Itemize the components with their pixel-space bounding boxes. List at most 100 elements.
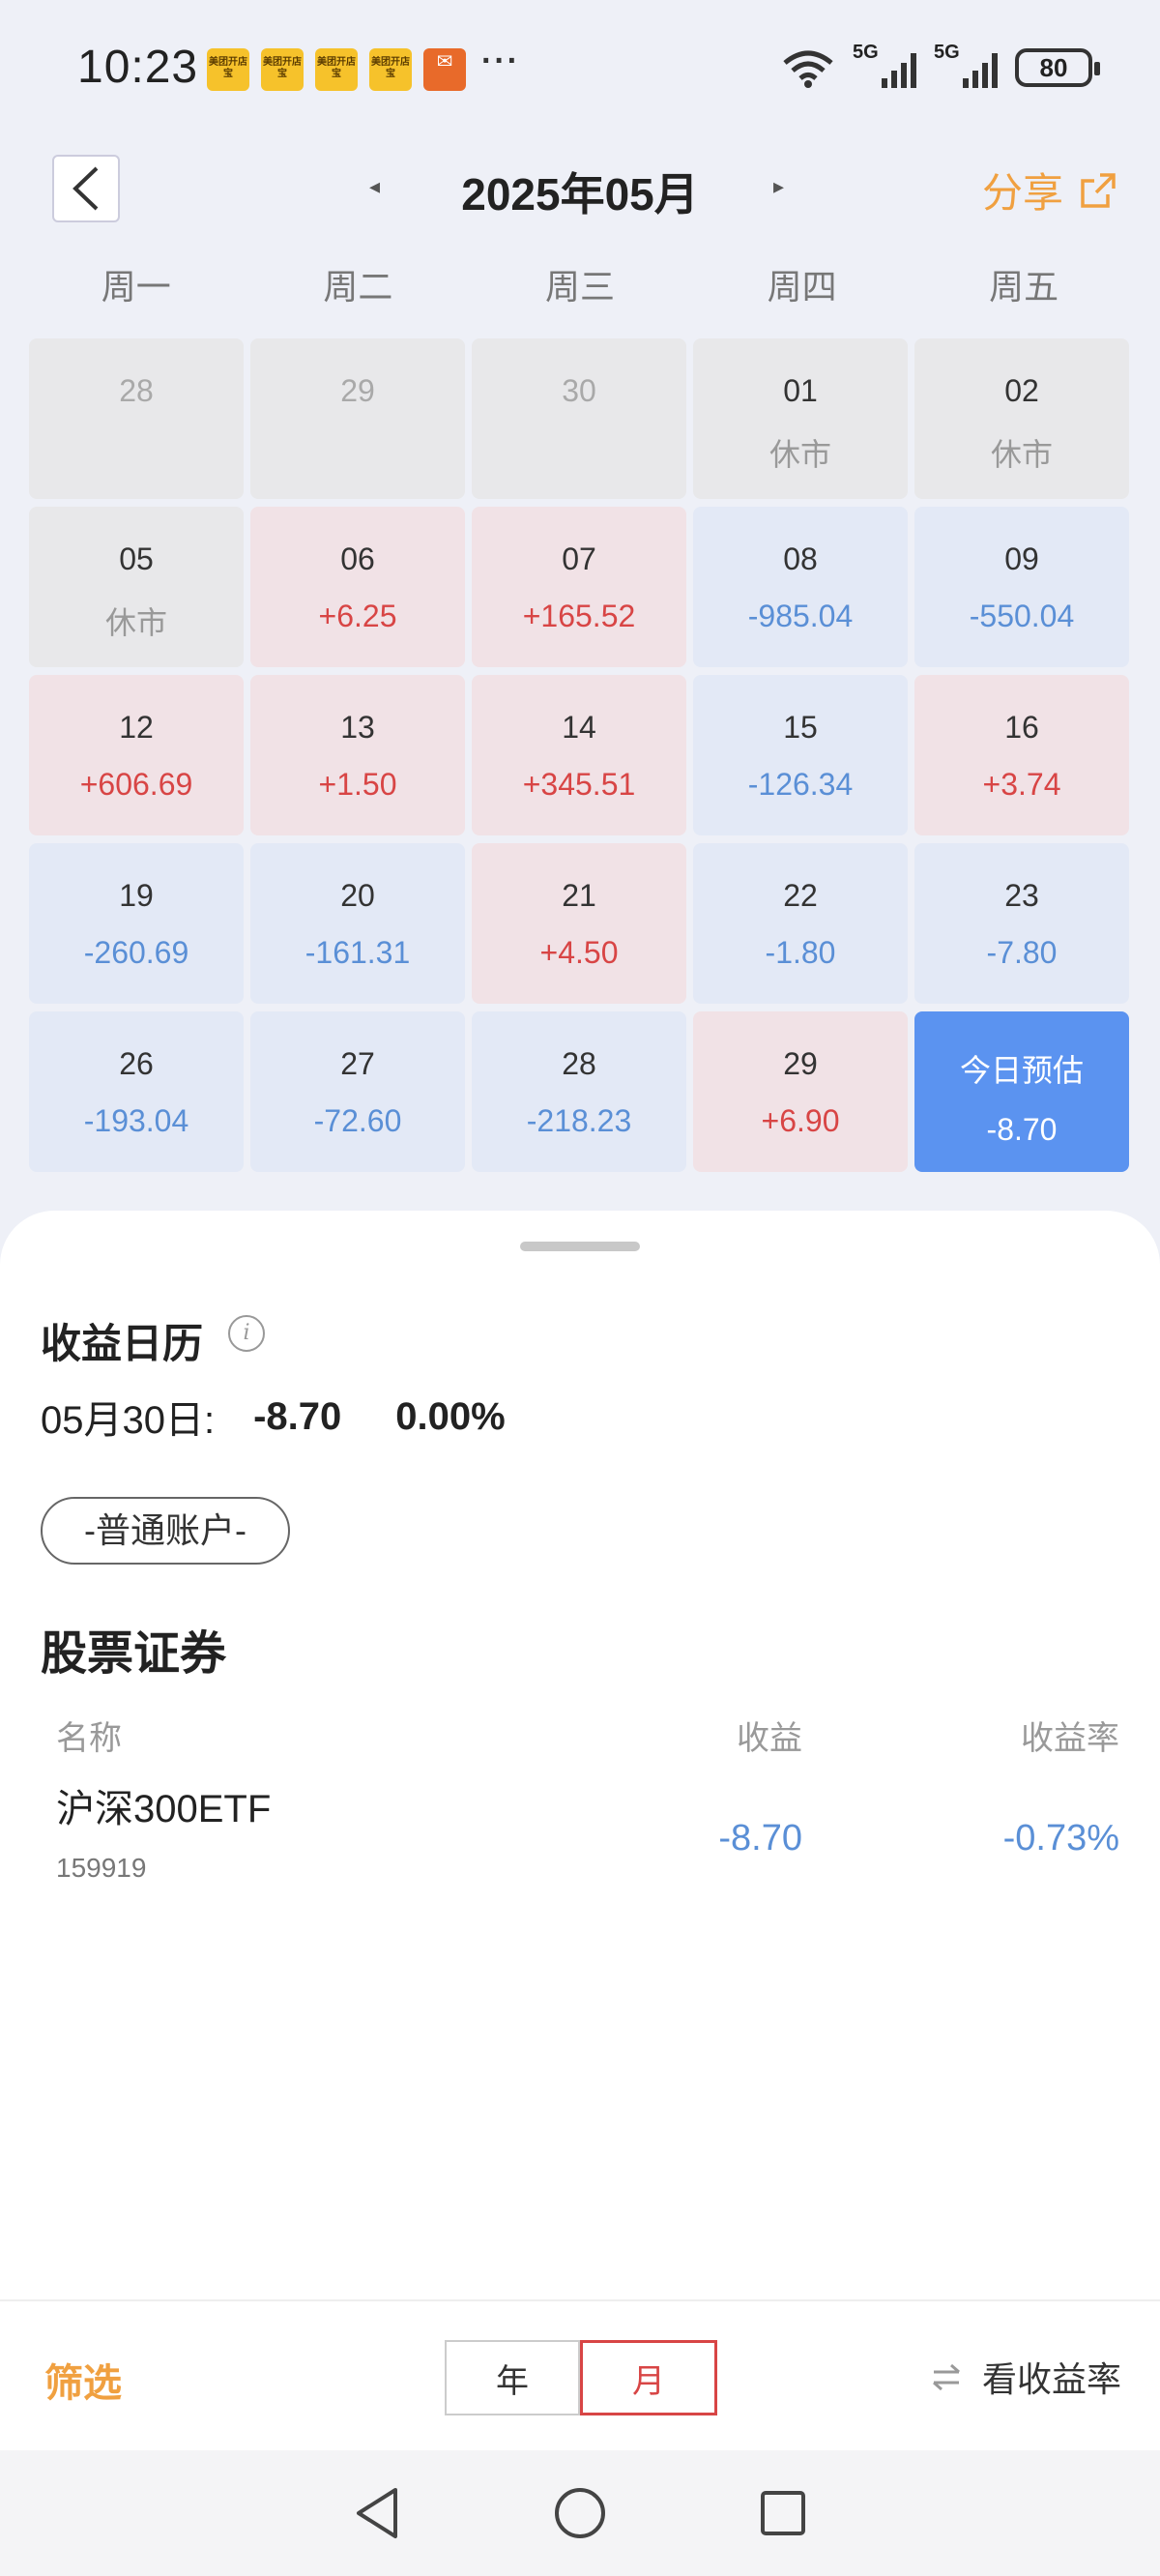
calendar-cell[interactable]: 08 -985.04 (693, 507, 908, 667)
calendar-pnl-value: 休市 (768, 437, 831, 472)
weekday-label: 周一 (101, 267, 171, 307)
calendar-cell[interactable]: 21 +4.50 (472, 843, 686, 1004)
calendar-pnl-value: -7.80 (986, 935, 1058, 970)
info-icon[interactable]: i (228, 1315, 265, 1352)
calendar-day-label: 07 (562, 542, 596, 576)
calendar-day-label: 26 (119, 1046, 154, 1081)
next-month-button[interactable]: ▸ (773, 174, 785, 198)
external-share-icon (1081, 172, 1116, 208)
sheet-drag-handle[interactable] (520, 1242, 640, 1251)
calendar-day-label: 09 (1004, 542, 1039, 576)
square-recents-icon (761, 2491, 805, 2535)
weekday-label: 周二 (323, 267, 393, 307)
meituan-store-icon: 美团开店宝 (315, 48, 358, 91)
share-label: 分享 (981, 170, 1063, 216)
calendar-day-label: 28 (562, 1046, 596, 1081)
calendar-cell[interactable]: 20 -161.31 (250, 843, 465, 1004)
column-header-rate: 收益率 (1021, 1720, 1119, 1757)
view-rate-toggle[interactable]: 看收益率 (930, 2352, 1121, 2402)
status-bar: 10:23 美团开店宝 美团开店宝 美团开店宝 美团开店宝 ✉ ··· 5G 5… (0, 0, 1160, 135)
chevron-left-icon (72, 166, 99, 211)
calendar-cell-today[interactable]: 今日预估 -8.70 (914, 1011, 1129, 1172)
calendar-day-label: 今日预估 (959, 1053, 1084, 1088)
calendar-pnl-value: +3.74 (982, 767, 1061, 802)
calendar-cell[interactable]: 16 +3.74 (914, 675, 1129, 835)
calendar-day-label: 08 (783, 542, 818, 576)
calendar-cell[interactable]: 07 +165.52 (472, 507, 686, 667)
calendar-day-label: 12 (119, 710, 154, 745)
calendar-pnl-value: -126.34 (747, 767, 854, 802)
calendar-cell[interactable]: 15 -126.34 (693, 675, 908, 835)
calendar-cell[interactable]: 30 (472, 338, 686, 499)
calendar-cell[interactable]: 14 +345.51 (472, 675, 686, 835)
calendar-pnl-value: +6.25 (318, 599, 397, 633)
calendar-cell[interactable]: 26 -193.04 (29, 1011, 244, 1172)
segment-year[interactable]: 年 (445, 2340, 580, 2415)
calendar-day-label: 28 (119, 373, 154, 408)
calendar-pnl-value: 休市 (990, 437, 1053, 472)
calendar-pnl-value: -550.04 (969, 599, 1075, 633)
bottom-sheet: 收益日历 i 05月30日: -8.70 0.00% -普通账户- 股票证券 名… (0, 1211, 1160, 2448)
calendar-cell[interactable]: 29 +6.90 (693, 1011, 908, 1172)
meituan-store-icon: 美团开店宝 (207, 48, 249, 91)
wifi-icon (783, 50, 833, 88)
weekday-label: 周三 (544, 267, 615, 307)
summary-date: 05月30日: (41, 1399, 216, 1442)
calendar-day-label: 29 (340, 373, 375, 408)
calendar-pnl-value: -72.60 (313, 1103, 402, 1138)
calendar-cell[interactable]: 01 休市 (693, 338, 908, 499)
daily-summary: 05月30日: -8.70 0.00% (41, 1389, 506, 1445)
month-title: 2025年05月 (461, 169, 699, 220)
calendar-pnl-value: +4.50 (539, 935, 619, 970)
summary-rate: 0.00% (395, 1394, 506, 1438)
back-button[interactable] (52, 155, 120, 222)
stock-code: 159919 (56, 1853, 147, 1883)
weekday-label: 周五 (989, 267, 1059, 307)
nav-recents-button[interactable] (754, 2484, 812, 2542)
calendar-cell[interactable]: 02 休市 (914, 338, 1129, 499)
prev-month-button[interactable]: ◂ (369, 174, 381, 198)
period-segmented-control: 年 月 (445, 2340, 717, 2415)
calendar-cell[interactable]: 22 -1.80 (693, 843, 908, 1004)
calendar-pnl-value: +6.90 (761, 1103, 840, 1138)
signal-icon: 5G (934, 42, 998, 88)
weekday-header: 周一 周二 周三 周四 周五 (29, 259, 1131, 309)
filter-button[interactable]: 筛选 (44, 2362, 122, 2405)
summary-pnl: -8.70 (253, 1394, 342, 1438)
calendar-day-label: 02 (1004, 373, 1039, 408)
calendar-cell[interactable]: 12 +606.69 (29, 675, 244, 835)
calendar-cell[interactable]: 09 -550.04 (914, 507, 1129, 667)
share-button[interactable]: 分享 (982, 161, 1117, 220)
calendar-cell[interactable]: 05 休市 (29, 507, 244, 667)
calendar-cell[interactable]: 19 -260.69 (29, 843, 244, 1004)
calendar-pnl-value: -193.04 (83, 1103, 189, 1138)
calendar-cell[interactable]: 13 +1.50 (250, 675, 465, 835)
nav-back-button[interactable] (348, 2484, 406, 2542)
calendar-cell[interactable]: 29 (250, 338, 465, 499)
calendar-cell[interactable]: 23 -7.80 (914, 843, 1129, 1004)
calendar-day-label: 16 (1004, 710, 1039, 745)
stock-name: 沪深300ETF (56, 1788, 272, 1830)
battery-icon: 80 (1015, 48, 1100, 87)
calendar-pnl-value: -8.70 (986, 1112, 1058, 1147)
calendar-day-label: 30 (562, 373, 596, 408)
calendar-day-label: 13 (340, 710, 375, 745)
calendar-cell[interactable]: 27 -72.60 (250, 1011, 465, 1172)
account-selector[interactable]: -普通账户- (41, 1497, 290, 1565)
calendar-day-label: 06 (340, 542, 375, 576)
status-time: 10:23 (77, 42, 199, 93)
weekday-label: 周四 (767, 267, 837, 307)
swap-icon (932, 2363, 960, 2390)
segment-month[interactable]: 月 (580, 2340, 717, 2415)
red-envelope-icon: ✉ (423, 48, 466, 91)
calendar-cell[interactable]: 28 -218.23 (472, 1011, 686, 1172)
sheet-title: 收益日历 (41, 1321, 204, 1366)
calendar-pnl-value: +1.50 (318, 767, 397, 802)
calendar-pnl-value: -985.04 (747, 599, 854, 633)
calendar-day-label: 14 (562, 710, 596, 745)
calendar-pnl-value: -1.80 (765, 935, 836, 970)
nav-home-button[interactable] (551, 2484, 609, 2542)
calendar-cell[interactable]: 06 +6.25 (250, 507, 465, 667)
calendar-cell[interactable]: 28 (29, 338, 244, 499)
circle-home-icon (555, 2488, 605, 2538)
